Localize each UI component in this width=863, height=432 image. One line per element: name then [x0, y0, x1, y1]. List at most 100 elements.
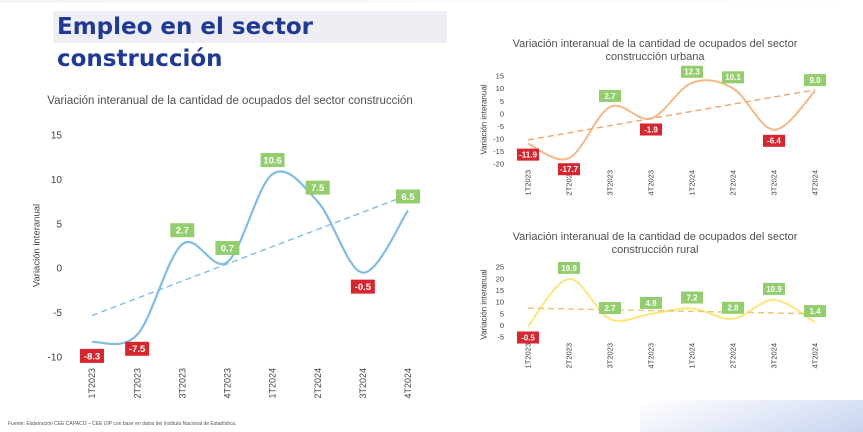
- y-tick-label: -5: [497, 122, 504, 131]
- chart-title-urbana: Variación interanual de la cantidad de o…: [512, 38, 798, 63]
- data-label-box: [763, 134, 785, 147]
- data-label-text: -0.5: [355, 282, 372, 293]
- y-tick-label: -10: [493, 134, 504, 143]
- x-tick-label: 3T2023: [606, 170, 615, 195]
- data-label-box: [305, 180, 330, 195]
- data-label-box: [640, 123, 662, 136]
- source-footnote: Fuente: Elaboración CEE CAPACO – CEE UIP…: [8, 421, 237, 427]
- x-tick-label: 3T2023: [177, 368, 187, 399]
- x-tick-label: 4T2024: [403, 368, 413, 399]
- trendline: [91, 194, 409, 317]
- data-label: 10.9: [763, 282, 785, 295]
- data-label-text: 12.3: [684, 68, 700, 77]
- x-tick-label: 4T2023: [647, 343, 656, 368]
- y-tick-label: 0: [56, 264, 62, 275]
- y-tick-label: -15: [493, 147, 504, 156]
- data-label-box: [260, 153, 285, 168]
- data-label-text: 10.9: [766, 285, 782, 294]
- y-tick-label: 10: [496, 298, 504, 307]
- data-label-text: 0.7: [221, 243, 234, 254]
- data-label: 6.5: [396, 189, 420, 204]
- data-label: -0.5: [517, 331, 539, 344]
- y-tick-label: 15: [496, 286, 504, 295]
- chart-title-total: Variación interanual de la cantidad de o…: [47, 95, 413, 107]
- data-label-box: [599, 302, 621, 315]
- data-label: -6.4: [763, 134, 785, 147]
- data-label-box: [804, 74, 826, 87]
- data-label-box: [640, 296, 662, 309]
- data-label: -11.9: [517, 148, 539, 161]
- y-tick-label: 5: [500, 309, 504, 318]
- data-label-text: -7.5: [129, 344, 146, 355]
- data-label-box: [599, 89, 621, 102]
- series-line: [527, 277, 816, 328]
- data-label-box: [763, 282, 785, 295]
- data-label-box: [517, 148, 539, 161]
- data-label-box: [215, 240, 240, 255]
- data-label-box: [804, 305, 826, 318]
- y-tick-label: -5: [497, 333, 504, 342]
- y-tick-label: -10: [48, 353, 63, 364]
- y-tick-label: 15: [51, 131, 63, 142]
- data-label: 2.8: [722, 301, 744, 314]
- data-label-box: [170, 223, 195, 238]
- data-label-box: [80, 348, 104, 363]
- data-label-box: [350, 279, 375, 294]
- data-label-text: 10.1: [725, 73, 741, 82]
- data-label: 2.7: [599, 302, 621, 315]
- data-label: -0.5: [350, 279, 375, 294]
- series-line: [91, 170, 409, 346]
- x-tick-label: 3T2024: [770, 343, 779, 368]
- y-tick-label: 10: [496, 84, 504, 93]
- data-label-text: 2.7: [604, 304, 616, 313]
- y-tick-label: 15: [496, 72, 504, 81]
- x-tick-label: 1T2023: [524, 170, 533, 195]
- y-tick-label: -5: [53, 308, 62, 319]
- data-label: 2.7: [599, 89, 621, 102]
- x-tick-label: 1T2023: [524, 343, 533, 368]
- x-tick-label: 1T2024: [688, 343, 697, 368]
- data-label-text: 2.8: [727, 304, 739, 313]
- x-tick-label: 4T2024: [811, 343, 820, 368]
- series-line: [527, 79, 816, 161]
- data-label-text: 7.2: [686, 293, 698, 302]
- data-label-box: [558, 261, 580, 274]
- chart-title-rural: Variación interanual de la cantidad de o…: [512, 231, 798, 256]
- data-label: 7.5: [305, 180, 330, 195]
- x-tick-label: 3T2024: [770, 170, 779, 195]
- data-label-text: 2.7: [604, 92, 616, 101]
- data-label-box: [517, 331, 539, 344]
- y-tick-label: 5: [500, 97, 504, 106]
- data-label: 1.4: [804, 305, 826, 318]
- data-label: -7.5: [125, 341, 150, 356]
- data-label: 10.6: [260, 153, 285, 168]
- x-tick-label: 1T2024: [688, 170, 697, 195]
- x-tick-label: 4T2024: [811, 170, 820, 195]
- x-tick-label: 1T2023: [87, 368, 97, 399]
- data-label: 0.7: [215, 240, 240, 255]
- data-label-text: -1.9: [644, 125, 658, 134]
- y-tick-label: 5: [56, 219, 62, 230]
- data-label-text: 7.5: [311, 183, 325, 194]
- data-label: 2.7: [170, 223, 195, 238]
- x-tick-label: 4T2023: [647, 170, 656, 195]
- data-label: 12.3: [681, 65, 703, 78]
- page-title: Empleo en el sector construcción: [53, 11, 447, 72]
- y-tick-label: 10: [51, 175, 63, 186]
- x-tick-label: 2T2023: [565, 170, 574, 195]
- x-tick-label: 3T2024: [358, 368, 368, 399]
- data-label-box: [396, 189, 420, 204]
- data-label-box: [681, 65, 703, 78]
- data-label-text: -6.4: [767, 137, 781, 146]
- data-label-box: [558, 163, 580, 176]
- data-label-text: 6.5: [401, 192, 415, 203]
- x-tick-label: 2T2024: [729, 170, 738, 195]
- corner-decor: [640, 400, 863, 432]
- x-tick-label: 4T2023: [223, 368, 233, 399]
- x-tick-label: 3T2023: [606, 343, 615, 368]
- data-label: -1.9: [640, 123, 662, 136]
- data-label: 4.9: [640, 296, 662, 309]
- y-tick-label: 25: [496, 263, 504, 272]
